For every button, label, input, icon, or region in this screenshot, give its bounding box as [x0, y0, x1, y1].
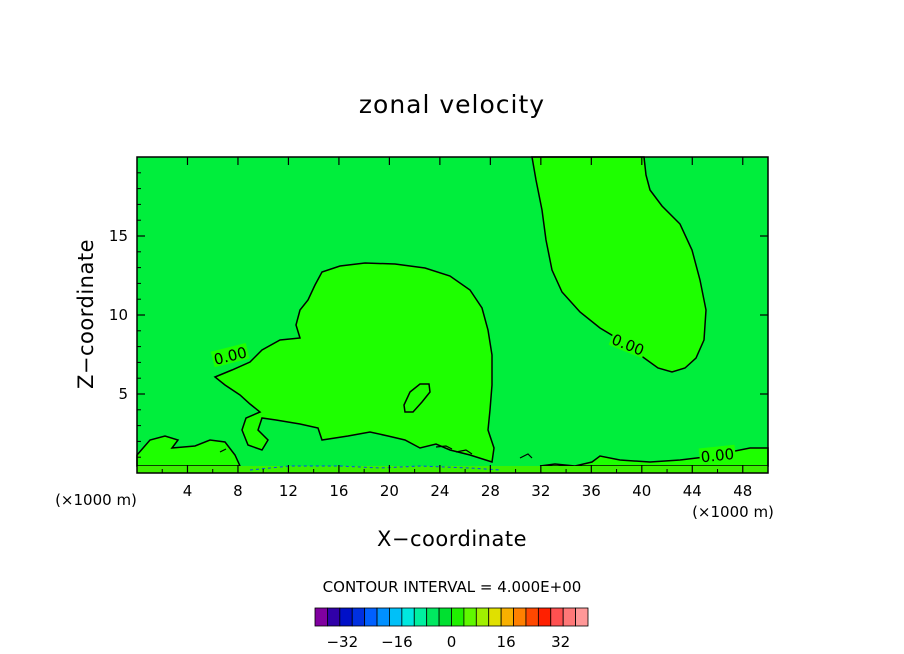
- x-unit-left: (×1000 m): [55, 491, 137, 509]
- x-tick-label: 4: [183, 482, 193, 500]
- x-tick-label: 48: [733, 482, 752, 500]
- positive-region-left: [213, 262, 495, 463]
- colorbar-swatch: [475, 607, 490, 627]
- bump-c: [519, 453, 533, 459]
- bump-b: [455, 449, 473, 455]
- plot-area: 0.00 0.000.00 4 8 12 16 20 24 28 32 36 40 44 48 5101…: [109, 156, 769, 500]
- x-tick-label: 40: [632, 482, 651, 500]
- colorbar-swatch: [500, 607, 514, 627]
- positive-region-right: [531, 156, 707, 373]
- bump-d: [219, 448, 227, 453]
- surface-strip: [137, 466, 768, 473]
- contour-interval: CONTOUR INTERVAL = 4.000E+00: [323, 578, 582, 596]
- colorbar-swatch: [389, 607, 403, 627]
- chart-title: zonal velocity: [359, 90, 545, 119]
- colorbar-swatch: [525, 607, 539, 627]
- x-tick-label: 32: [531, 482, 550, 500]
- colorbar-tick-label: 16: [497, 633, 516, 651]
- colorbar-swatch: [314, 607, 328, 627]
- colorbar-swatch: [327, 607, 341, 627]
- inner-closed-contour: [403, 383, 431, 413]
- y-tick-label: 5: [118, 385, 128, 403]
- x-tick-label: 28: [481, 482, 500, 500]
- colorbar: −32 −16 0 16 32: [314, 607, 589, 651]
- colorbar-tick-label: 0: [447, 633, 457, 651]
- colorbar-swatch: [575, 607, 589, 627]
- y-ticks: 5 10 15: [109, 172, 768, 458]
- x-axis-label: X−coordinate: [377, 527, 527, 551]
- colorbar-swatch: [364, 607, 378, 627]
- colorbar-tick-label: −16: [381, 633, 413, 651]
- colorbar-swatch: [537, 607, 552, 627]
- contour-label-bg: [698, 444, 737, 465]
- contour-label: 0.00: [698, 444, 737, 466]
- colorbar-swatch: [463, 607, 477, 627]
- colorbar-swatch: [351, 607, 366, 627]
- contour-label-text: 0.00: [700, 445, 735, 466]
- y-axis-label: Z−coordinate: [74, 239, 98, 389]
- x-tick-label: 36: [582, 482, 601, 500]
- x-tick-label: 16: [329, 482, 348, 500]
- colorbar-swatch: [426, 607, 440, 627]
- colorbar-swatch: [376, 607, 390, 627]
- x-unit-right: (×1000 m): [692, 503, 774, 521]
- colorbar-tick-label: 32: [551, 633, 570, 651]
- colorbar-swatch: [550, 607, 564, 627]
- colorbar-swatch: [339, 607, 353, 627]
- colorbar-swatch: [401, 607, 415, 627]
- contour-label-bg: [608, 329, 648, 359]
- x-ticks: 4 8 12 16 20 24 28 32 36 40 44 48: [161, 157, 752, 500]
- x-tick-label: 44: [683, 482, 702, 500]
- x-tick-label: 8: [233, 482, 243, 500]
- colorbar-swatch: [513, 607, 527, 627]
- colorbar-swatch: [488, 607, 502, 627]
- y-tick-label: 15: [109, 227, 128, 245]
- colorbar-swatch: [562, 607, 576, 627]
- x-tick-label: 20: [380, 482, 399, 500]
- bump-a: [435, 445, 453, 450]
- contour-label-bg: [210, 342, 250, 368]
- x-tick-label: 24: [430, 482, 449, 500]
- colorbar-swatch: [451, 607, 465, 627]
- colorbar-swatch: [438, 607, 452, 627]
- colorbar-tick-label: −32: [326, 633, 358, 651]
- y-tick-label: 10: [109, 306, 128, 324]
- x-tick-label: 12: [279, 482, 298, 500]
- colorbar-swatch: [413, 607, 428, 627]
